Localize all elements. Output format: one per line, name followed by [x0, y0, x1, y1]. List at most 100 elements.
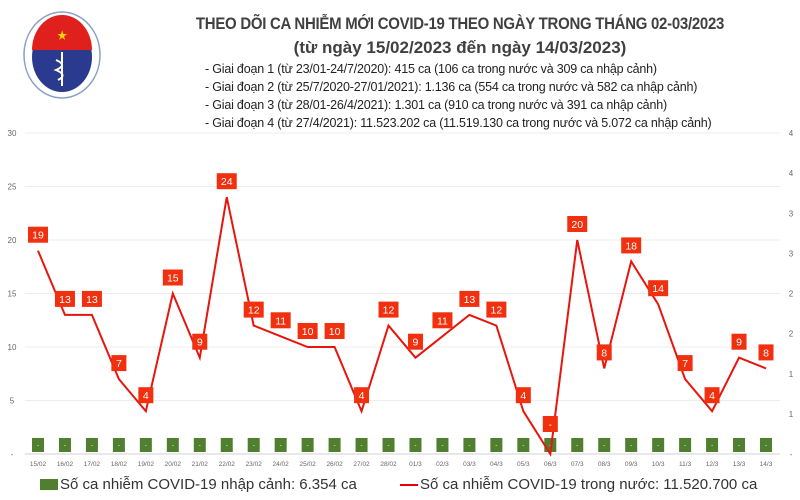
import-bar: [652, 438, 665, 452]
x-axis-tick: 26/02: [326, 461, 343, 468]
x-axis-tick: 18/02: [111, 461, 128, 468]
x-axis-tick: 14/3: [760, 461, 773, 468]
import-bar-label: -: [549, 443, 551, 449]
import-bar: [193, 438, 206, 452]
domestic-data-label-box: [192, 333, 208, 350]
domestic-data-label-box: [111, 355, 127, 372]
import-bar-label: -: [280, 443, 282, 449]
x-axis-tick: 03/3: [463, 461, 476, 468]
chart-plot: -51015202530-11223344-15/02-16/02-17/02-…: [8, 129, 794, 468]
domestic-data-label: 4: [143, 390, 149, 402]
import-bar-label: -: [441, 443, 443, 449]
import-bar-label: -: [765, 443, 767, 449]
domestic-data-label-box: [54, 290, 75, 307]
domestic-data-label: 4: [520, 390, 526, 402]
legend-label-domestic: Số ca nhiễm COVID-19 trong nước: 11.520.…: [420, 476, 758, 493]
domestic-data-label: 4: [709, 390, 715, 402]
domestic-data-label-box: [243, 301, 264, 318]
right-axis-tick: 2: [789, 330, 794, 339]
import-bar: [247, 438, 260, 452]
import-bar: [301, 438, 314, 452]
domestic-data-label: 18: [625, 240, 637, 252]
domestic-data-label: 7: [116, 358, 122, 370]
x-axis-tick: 01/3: [409, 461, 422, 468]
import-bar-label: -: [307, 443, 309, 449]
domestic-data-label: 7: [682, 358, 688, 370]
left-axis-tick: -: [11, 450, 14, 459]
domestic-data-label: 11: [275, 315, 286, 327]
import-bar: [679, 438, 692, 452]
import-bar: [58, 438, 71, 452]
domestic-data-label-box: [324, 323, 345, 339]
import-bar-label: -: [495, 443, 497, 449]
legend-swatch-line: [400, 483, 418, 486]
legend-item-domestic: Số ca nhiễm COVID-19 trong nước: 11.520.…: [400, 476, 757, 493]
x-axis-tick: 06/3: [544, 461, 557, 468]
x-axis-tick: 22/02: [219, 461, 236, 468]
domestic-data-label-box: [621, 237, 642, 254]
import-bar-label: -: [37, 443, 39, 449]
phase-4-text: - Giai đoạn 4 (từ 27/4/2021): 11.523.202…: [205, 116, 712, 130]
import-bar-label: -: [738, 443, 740, 449]
import-bar: [598, 438, 611, 452]
domestic-data-label: 13: [59, 294, 71, 306]
import-bar-label: -: [64, 443, 66, 449]
import-bar: [166, 438, 179, 452]
import-bar-label: -: [711, 443, 713, 449]
import-bar: [85, 438, 98, 452]
domestic-data-label: 19: [32, 230, 44, 242]
left-axis-tick: 5: [10, 397, 15, 406]
import-bar-label: -: [118, 443, 120, 449]
x-axis-tick: 27/02: [353, 461, 370, 468]
right-axis-tick: 2: [789, 290, 794, 299]
import-bar: [355, 438, 368, 452]
domestic-data-label: 9: [197, 337, 203, 349]
import-bar: [571, 438, 584, 452]
import-bar-label: -: [253, 443, 255, 449]
right-axis-tick: 4: [789, 129, 794, 138]
legend-swatch-bar: [40, 479, 58, 490]
x-axis-tick: 23/02: [246, 461, 263, 468]
x-axis-tick: 16/02: [57, 461, 74, 468]
x-axis-tick: 15/02: [30, 461, 47, 468]
domestic-data-label: 10: [329, 326, 341, 338]
domestic-data-label: -: [549, 419, 553, 431]
domestic-data-label-box: [432, 312, 453, 329]
domestic-data-label-box: [297, 323, 318, 339]
right-axis-tick: 4: [789, 169, 794, 178]
legend-label-import: Số ca nhiễm COVID-19 nhập cảnh: 6.354 ca: [60, 476, 357, 493]
domestic-data-label: 15: [167, 273, 179, 285]
import-bar: [409, 438, 422, 452]
x-axis-tick: 19/02: [138, 461, 155, 468]
left-axis-tick: 20: [8, 236, 17, 245]
domestic-data-label-box: [216, 173, 237, 190]
right-axis-tick: 1: [789, 410, 794, 419]
import-bar: [32, 438, 44, 452]
import-bar: [328, 438, 341, 452]
import-bar-label: -: [576, 443, 578, 449]
x-axis-tick: 11/3: [679, 461, 692, 468]
x-axis-tick: 07/3: [571, 461, 584, 468]
domestic-data-label: 20: [571, 219, 583, 231]
import-bar: [139, 438, 152, 452]
domestic-line: [37, 196, 767, 457]
domestic-data-label: 4: [359, 390, 365, 402]
import-bar: [733, 438, 746, 452]
import-bar: [625, 438, 638, 452]
import-bar: [706, 438, 719, 452]
domestic-data-label-box: [567, 216, 588, 232]
domestic-data-label-box: [758, 344, 774, 361]
domestic-data-label-box: [162, 269, 183, 286]
import-bar-label: -: [172, 443, 174, 449]
import-bar-label: -: [388, 443, 390, 449]
domestic-data-label: 13: [86, 294, 98, 306]
x-axis-tick: 12/3: [706, 461, 719, 468]
import-bar-label: -: [226, 443, 228, 449]
domestic-data-label: 11: [437, 315, 448, 327]
x-axis-tick: 20/02: [165, 461, 182, 468]
domestic-data-label-box: [542, 416, 558, 432]
domestic-data-label: 10: [302, 326, 314, 338]
x-axis-tick: 13/3: [733, 461, 746, 468]
import-bar: [517, 438, 530, 452]
